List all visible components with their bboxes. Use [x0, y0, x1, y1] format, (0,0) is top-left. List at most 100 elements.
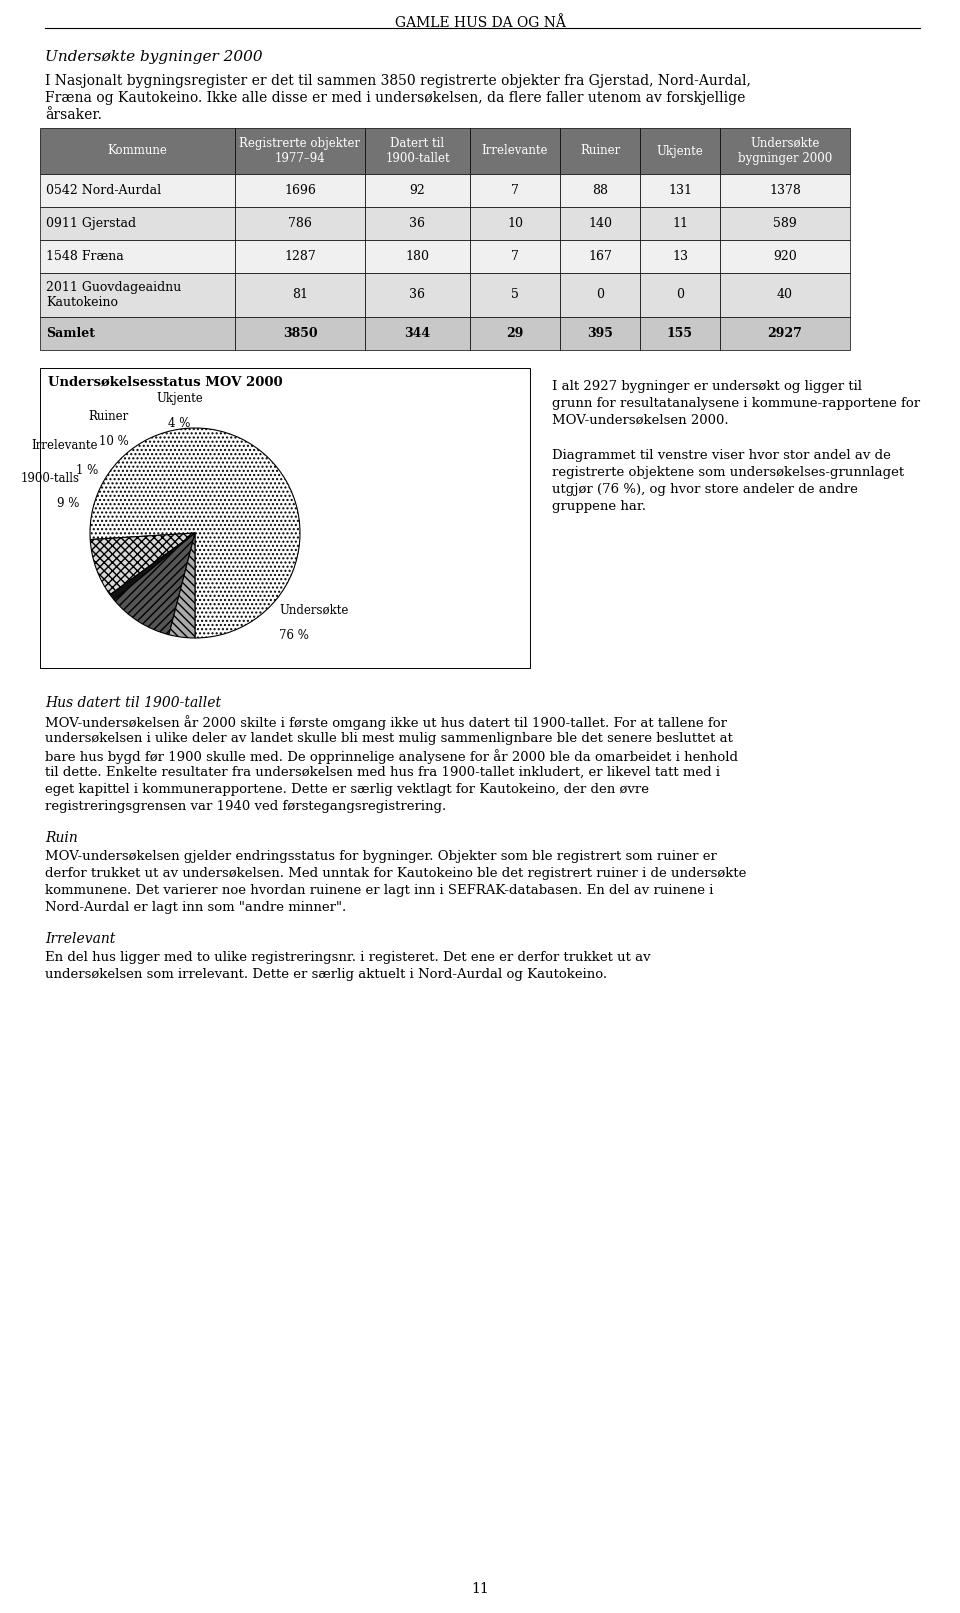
Bar — [470, 240, 560, 273]
Bar — [720, 318, 850, 350]
Text: Undersøkte bygninger 2000: Undersøkte bygninger 2000 — [45, 50, 263, 65]
Text: 4 %: 4 % — [168, 418, 191, 431]
Text: registreringsgrensen var 1940 ved førstegangsregistrering.: registreringsgrensen var 1940 ved første… — [45, 800, 446, 813]
Bar — [560, 240, 640, 273]
Text: 786: 786 — [288, 218, 312, 231]
Text: 9 %: 9 % — [57, 497, 80, 510]
Text: Ruin: Ruin — [45, 831, 78, 845]
Text: 140: 140 — [588, 218, 612, 231]
Text: 10: 10 — [507, 218, 523, 231]
Text: Hus datert til 1900-tallet: Hus datert til 1900-tallet — [45, 695, 221, 710]
Bar — [40, 206, 235, 240]
Bar — [470, 206, 560, 240]
Text: Irrelevante: Irrelevante — [482, 145, 548, 158]
Bar — [720, 174, 850, 206]
Text: til dette. Enkelte resultater fra undersøkelsen med hus fra 1900-tallet inkluder: til dette. Enkelte resultater fra unders… — [45, 766, 720, 779]
Text: 589: 589 — [773, 218, 797, 231]
Text: 155: 155 — [667, 327, 693, 340]
Text: kommunene. Det varierer noe hvordan ruinene er lagt inn i SEFRAK-databasen. En d: kommunene. Det varierer noe hvordan ruin… — [45, 884, 713, 897]
Bar — [470, 127, 560, 174]
Text: Datert til
1900-tallet: Datert til 1900-tallet — [385, 137, 450, 165]
Text: 7: 7 — [511, 184, 519, 197]
Wedge shape — [90, 427, 300, 639]
Text: Undersøkelsesstatus MOV 2000: Undersøkelsesstatus MOV 2000 — [48, 376, 282, 389]
Text: 0: 0 — [676, 289, 684, 302]
Text: 92: 92 — [410, 184, 425, 197]
Text: grunn for resultatanalysene i kommune-rapportene for: grunn for resultatanalysene i kommune-ra… — [552, 397, 920, 410]
Text: eget kapittel i kommunerapportene. Dette er særlig vektlagt for Kautokeino, der : eget kapittel i kommunerapportene. Dette… — [45, 782, 649, 795]
Bar — [560, 318, 640, 350]
Text: Irrelevante: Irrelevante — [32, 439, 98, 452]
Bar — [235, 240, 365, 273]
Text: 1287: 1287 — [284, 250, 316, 263]
Text: 88: 88 — [592, 184, 608, 197]
Text: 2927: 2927 — [768, 327, 803, 340]
Bar — [560, 273, 640, 318]
Bar — [640, 174, 720, 206]
Bar — [720, 206, 850, 240]
Text: Undersøkte
bygninger 2000: Undersøkte bygninger 2000 — [738, 137, 832, 165]
Bar — [365, 240, 470, 273]
Text: 2011 Guovdageaidnu
Kautokeino: 2011 Guovdageaidnu Kautokeino — [46, 281, 181, 310]
Bar — [365, 174, 470, 206]
Text: 40: 40 — [777, 289, 793, 302]
Text: 36: 36 — [410, 218, 425, 231]
Bar — [40, 368, 530, 668]
Text: 0911 Gjerstad: 0911 Gjerstad — [46, 218, 136, 231]
Text: 11: 11 — [672, 218, 688, 231]
Text: 344: 344 — [404, 327, 431, 340]
Text: Registrerte objekter
1977–94: Registrerte objekter 1977–94 — [239, 137, 361, 165]
Text: årsaker.: årsaker. — [45, 108, 102, 123]
Wedge shape — [114, 532, 195, 634]
Bar — [560, 174, 640, 206]
Text: 36: 36 — [410, 289, 425, 302]
Text: 3850: 3850 — [282, 327, 318, 340]
Text: Nord-Aurdal er lagt inn som "andre minner".: Nord-Aurdal er lagt inn som "andre minne… — [45, 902, 347, 915]
Bar — [235, 174, 365, 206]
Text: 11: 11 — [471, 1582, 489, 1595]
Text: 167: 167 — [588, 250, 612, 263]
Bar — [235, 273, 365, 318]
Text: MOV-undersøkelsen år 2000 skilte i første omgang ikke ut hus datert til 1900-tal: MOV-undersøkelsen år 2000 skilte i først… — [45, 715, 727, 729]
Bar — [40, 127, 235, 174]
Text: utgjør (76 %), og hvor store andeler de andre: utgjør (76 %), og hvor store andeler de … — [552, 482, 858, 497]
Text: Ruiner: Ruiner — [580, 145, 620, 158]
Text: Irrelevant: Irrelevant — [45, 932, 115, 945]
Text: 29: 29 — [506, 327, 524, 340]
Text: MOV-undersøkelsen 2000.: MOV-undersøkelsen 2000. — [552, 415, 729, 427]
Bar — [365, 273, 470, 318]
Text: 1 %: 1 % — [76, 463, 98, 476]
Bar — [640, 318, 720, 350]
Text: 180: 180 — [405, 250, 429, 263]
Bar — [470, 318, 560, 350]
Bar — [365, 318, 470, 350]
Text: undersøkelsen som irrelevant. Dette er særlig aktuelt i Nord-Aurdal og Kautokein: undersøkelsen som irrelevant. Dette er s… — [45, 968, 607, 981]
Text: 1900-talls: 1900-talls — [20, 473, 80, 486]
Text: Diagrammet til venstre viser hvor stor andel av de: Diagrammet til venstre viser hvor stor a… — [552, 448, 891, 461]
Text: Ruiner: Ruiner — [89, 410, 129, 423]
Bar — [720, 240, 850, 273]
Text: 76 %: 76 % — [279, 629, 309, 642]
Text: Ukjente: Ukjente — [156, 392, 203, 405]
Bar — [235, 127, 365, 174]
Text: 13: 13 — [672, 250, 688, 263]
Text: Samlet: Samlet — [46, 327, 95, 340]
Text: 1378: 1378 — [769, 184, 801, 197]
Bar — [40, 318, 235, 350]
Bar — [365, 206, 470, 240]
Text: 395: 395 — [588, 327, 612, 340]
Text: 1548 Fræna: 1548 Fræna — [46, 250, 124, 263]
Bar — [470, 174, 560, 206]
Text: 10 %: 10 % — [99, 436, 129, 448]
Wedge shape — [90, 532, 195, 595]
Text: I alt 2927 bygninger er undersøkt og ligger til: I alt 2927 bygninger er undersøkt og lig… — [552, 381, 862, 394]
Text: 1696: 1696 — [284, 184, 316, 197]
Bar — [640, 206, 720, 240]
Text: Undersøkte: Undersøkte — [279, 603, 348, 616]
Bar — [40, 273, 235, 318]
Text: undersøkelsen i ulike deler av landet skulle bli mest mulig sammenlignbare ble d: undersøkelsen i ulike deler av landet sk… — [45, 732, 732, 745]
Text: Fræna og Kautokeino. Ikke alle disse er med i undersøkelsen, da flere faller ute: Fræna og Kautokeino. Ikke alle disse er … — [45, 90, 745, 105]
Text: 0: 0 — [596, 289, 604, 302]
Text: I Nasjonalt bygningsregister er det til sammen 3850 registrerte objekter fra Gje: I Nasjonalt bygningsregister er det til … — [45, 74, 751, 89]
Text: 0542 Nord-Aurdal: 0542 Nord-Aurdal — [46, 184, 161, 197]
